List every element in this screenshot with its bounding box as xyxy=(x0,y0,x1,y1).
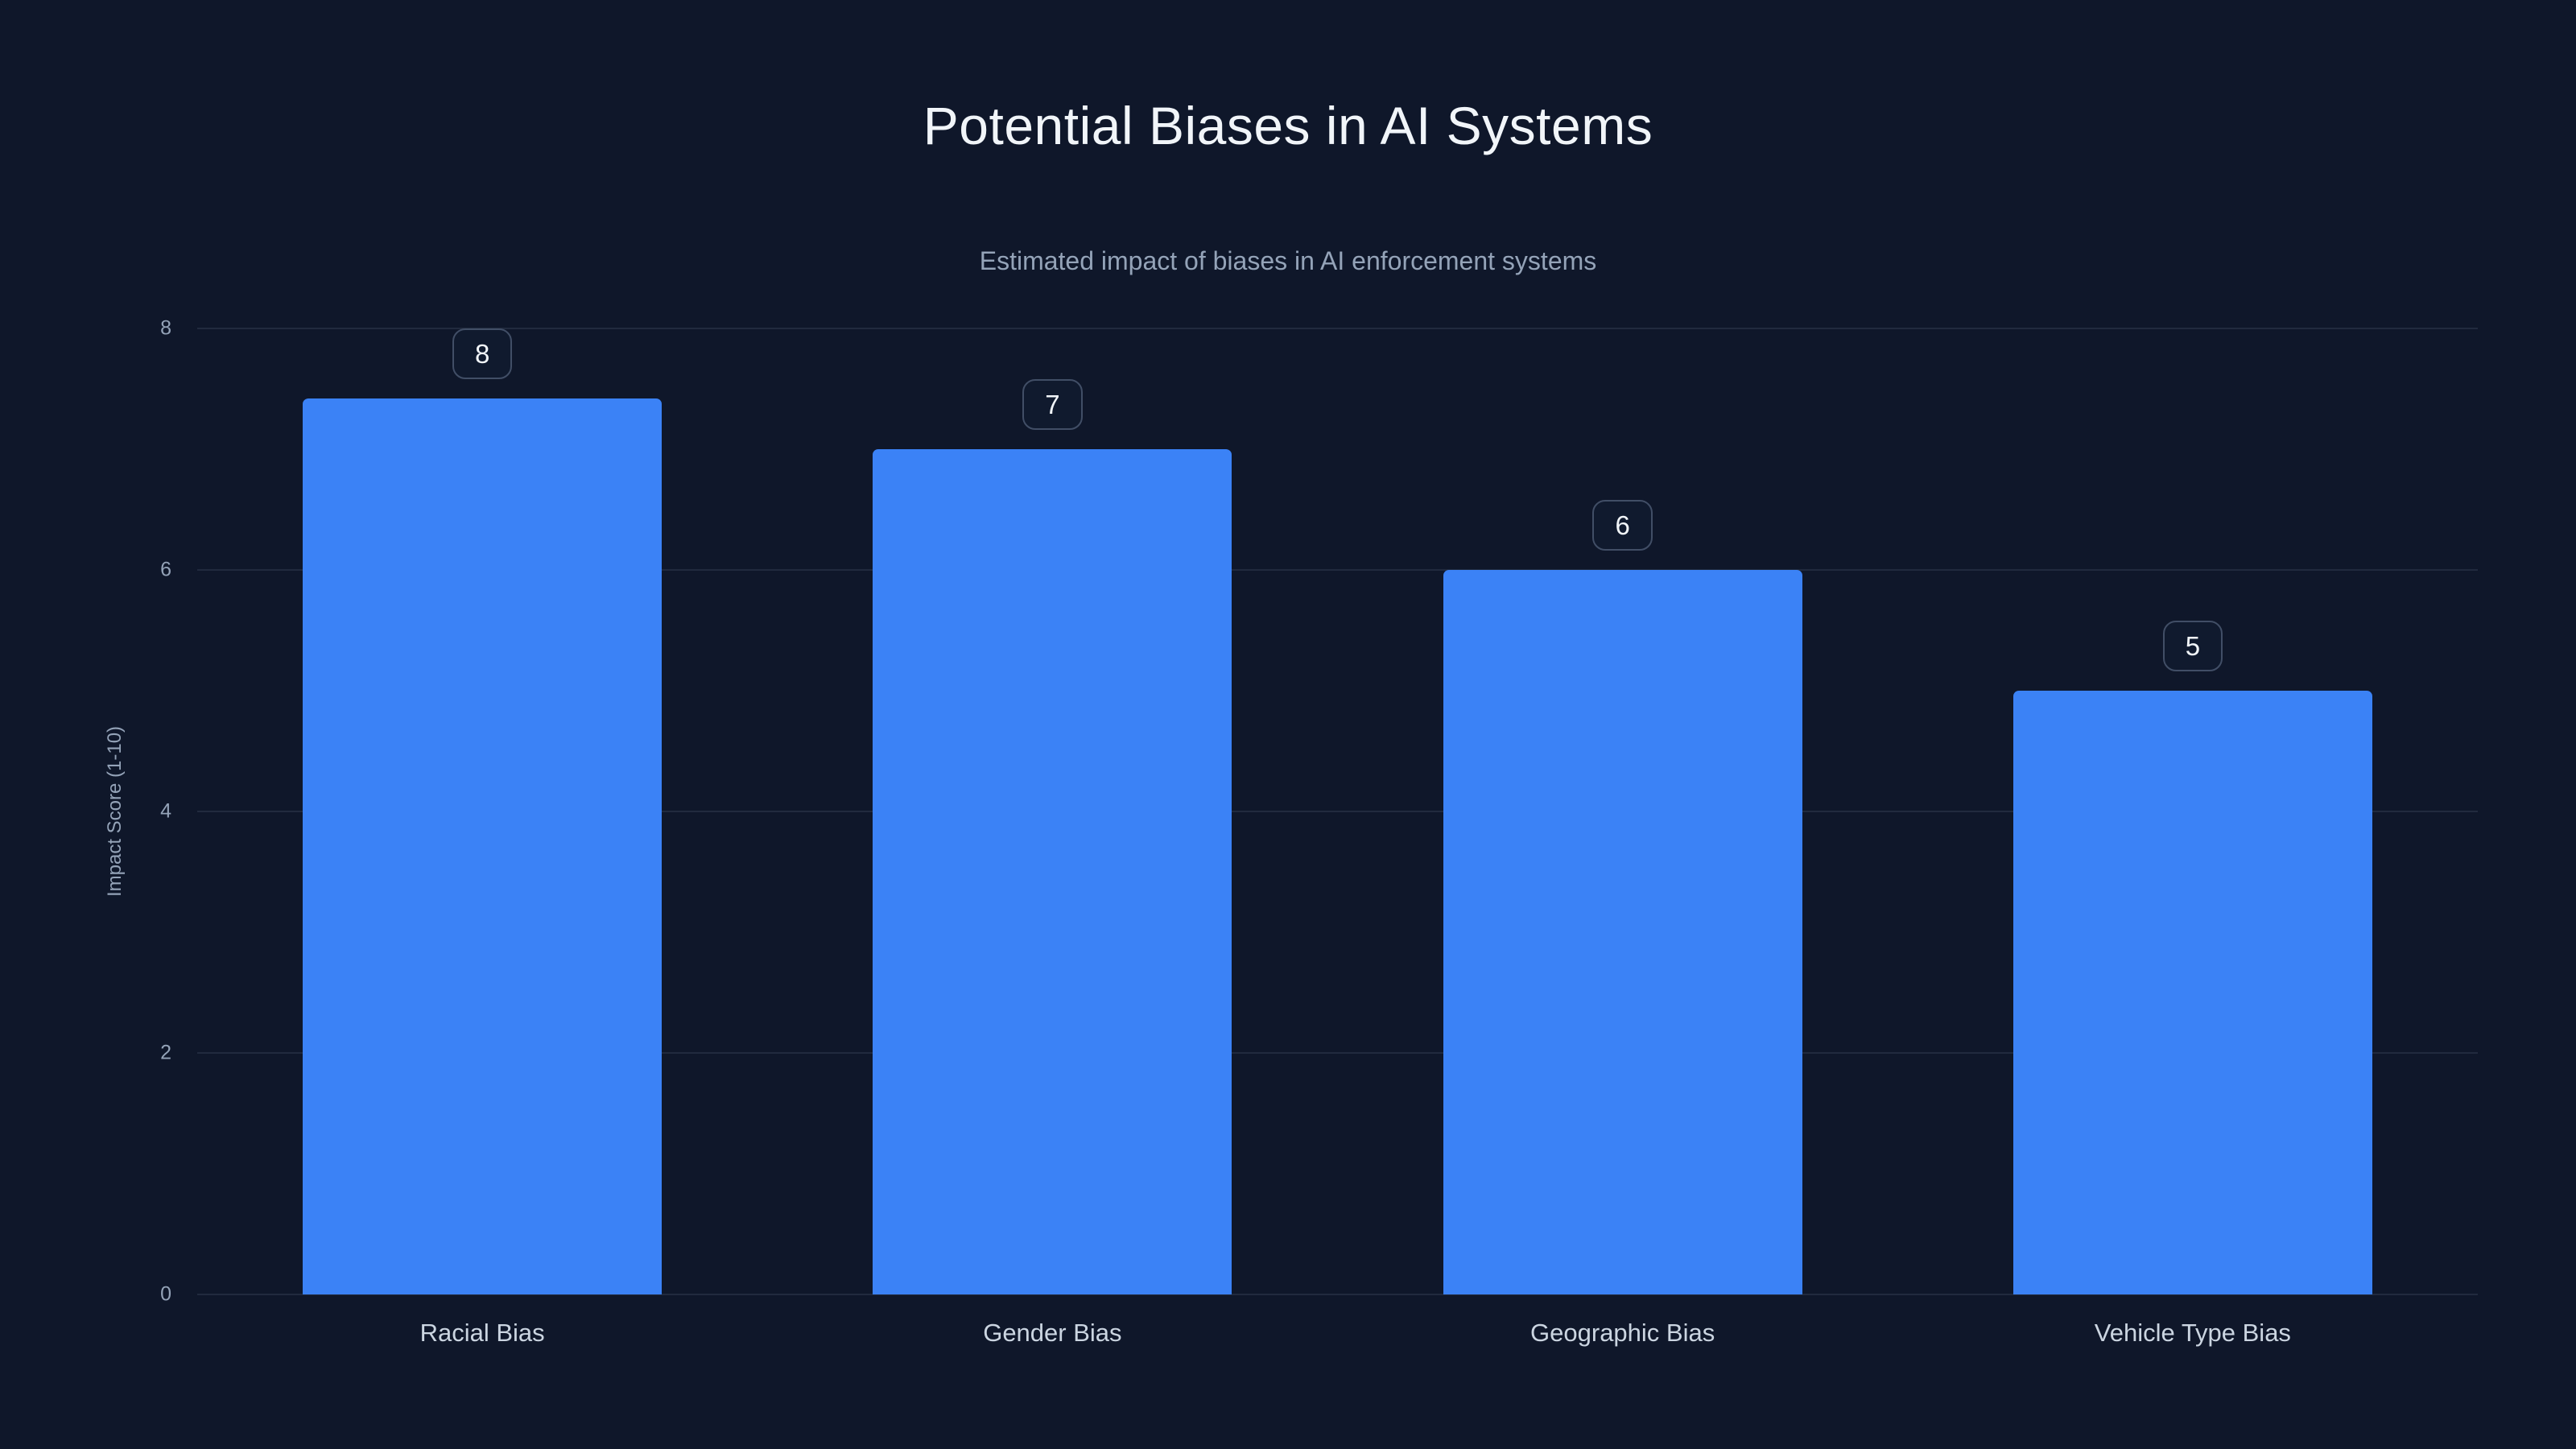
bar-column: 8 xyxy=(197,328,767,1294)
value-badge: 8 xyxy=(452,328,513,379)
y-tick-label-6: 6 xyxy=(160,558,171,581)
x-axis-category-labels: Racial Bias Gender Bias Geographic Bias Veh… xyxy=(197,1319,2478,1348)
gridline-0 xyxy=(197,1294,2478,1295)
gridline-8 xyxy=(197,328,2478,329)
y-tick-label-0: 0 xyxy=(160,1282,171,1306)
gridline-2 xyxy=(197,1052,2478,1054)
bar-column: 7 xyxy=(767,328,1337,1294)
chart-header: Potential Biases in AI Systems Estimated… xyxy=(0,0,2576,276)
value-badge: 6 xyxy=(1592,500,1653,551)
plot-area: 0 2 4 6 8 8 7 6 5 xyxy=(160,318,2478,1304)
y-tick-label-2: 2 xyxy=(160,1041,171,1064)
category-label: Vehicle Type Bias xyxy=(2094,1319,2291,1347)
gridline-4 xyxy=(197,811,2478,812)
bar xyxy=(873,449,1232,1294)
category-label: Geographic Bias xyxy=(1530,1319,1715,1347)
gridline-6 xyxy=(197,569,2478,571)
bar-column: 5 xyxy=(1908,328,2478,1294)
y-tick-label-8: 8 xyxy=(160,316,171,340)
chart-subtitle: Estimated impact of biases in AI enforce… xyxy=(979,246,1597,275)
category-label: Racial Bias xyxy=(419,1319,545,1347)
y-tick-label-4: 4 xyxy=(160,799,171,823)
value-badge: 5 xyxy=(2162,621,2223,671)
bar-series: 8 7 6 5 xyxy=(197,328,2478,1294)
category-label: Gender Bias xyxy=(983,1319,1122,1347)
bar xyxy=(1443,570,1802,1294)
chart-title: Potential Biases in AI Systems xyxy=(923,96,1653,155)
bar xyxy=(2013,691,2372,1294)
value-badge: 7 xyxy=(1022,379,1083,430)
y-axis-label: Impact Score (1-10) xyxy=(104,725,126,898)
bar xyxy=(303,398,663,1294)
bar-column: 6 xyxy=(1338,328,1908,1294)
